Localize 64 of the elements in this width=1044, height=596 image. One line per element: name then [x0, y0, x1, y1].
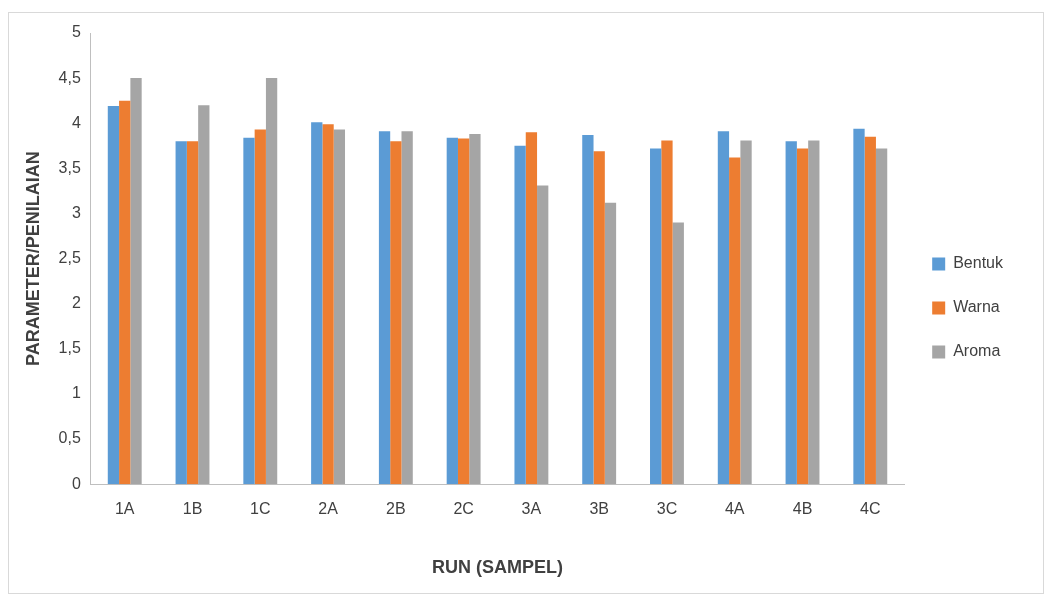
- x-axis-title: RUN (SAMPEL): [432, 557, 564, 578]
- y-tick-label: 4,5: [58, 68, 81, 86]
- bar: [175, 141, 187, 485]
- bar: [650, 148, 662, 485]
- legend-label: Aroma: [953, 342, 1001, 360]
- bar: [717, 131, 730, 485]
- x-tick-label: 4C: [860, 500, 881, 518]
- y-axis-title: PARAMETER/PENILAIAN: [22, 151, 43, 366]
- y-tick-label: 5: [71, 23, 81, 41]
- bar: [785, 141, 797, 485]
- bar: [401, 131, 413, 485]
- bar: [107, 106, 120, 485]
- y-tick-label: 3,5: [58, 158, 81, 176]
- bar: [853, 128, 865, 485]
- y-tick-label: 0,5: [58, 429, 81, 447]
- bar: [333, 129, 346, 485]
- bar: [729, 157, 741, 485]
- bar: [604, 202, 617, 485]
- bar: [446, 137, 458, 485]
- x-tick-label: 2A: [318, 500, 339, 518]
- bar: [130, 78, 142, 485]
- bar: [740, 140, 752, 485]
- bar: [672, 222, 684, 485]
- x-tick-label: 3B: [589, 500, 609, 518]
- bar: [808, 140, 820, 485]
- bar: [265, 78, 278, 485]
- bar: [593, 151, 605, 485]
- y-tick-label: 3: [71, 203, 81, 221]
- bar: [514, 145, 526, 485]
- legend-label: Bentuk: [953, 254, 1004, 272]
- bar: [661, 140, 673, 485]
- y-tick-label: 1,5: [58, 339, 81, 357]
- x-tick-label: 4B: [792, 500, 813, 518]
- y-tick-label: 2: [71, 294, 81, 312]
- bar: [875, 148, 888, 485]
- bar: [457, 138, 470, 485]
- x-tick-label: 2B: [386, 500, 406, 518]
- bar: [537, 185, 549, 485]
- x-tick-label: 2C: [453, 500, 474, 518]
- legend-label: Warna: [953, 298, 1000, 316]
- bar: [322, 124, 334, 485]
- bar: [864, 136, 876, 485]
- bar: [796, 148, 809, 485]
- bar: [198, 105, 210, 485]
- bar: [186, 141, 199, 485]
- bar: [254, 129, 266, 485]
- x-tick-label: 3C: [656, 500, 678, 518]
- bar: [311, 122, 323, 485]
- x-tick-label: 1A: [114, 500, 135, 518]
- bar: [119, 100, 131, 485]
- bar: [582, 134, 594, 485]
- bar: [243, 137, 255, 485]
- y-tick-label: 1: [71, 384, 81, 402]
- y-tick-label: 0: [71, 474, 81, 492]
- bar: [390, 141, 402, 485]
- y-tick-label: 4: [71, 113, 81, 131]
- x-tick-label: 3A: [521, 500, 542, 518]
- x-tick-label: 4A: [724, 500, 745, 518]
- bar: [525, 132, 538, 485]
- y-tick-label: 2,5: [58, 249, 81, 267]
- x-tick-label: 1C: [250, 500, 271, 518]
- bar: [378, 131, 391, 485]
- x-tick-label: 1B: [182, 500, 203, 518]
- bar: [469, 134, 481, 485]
